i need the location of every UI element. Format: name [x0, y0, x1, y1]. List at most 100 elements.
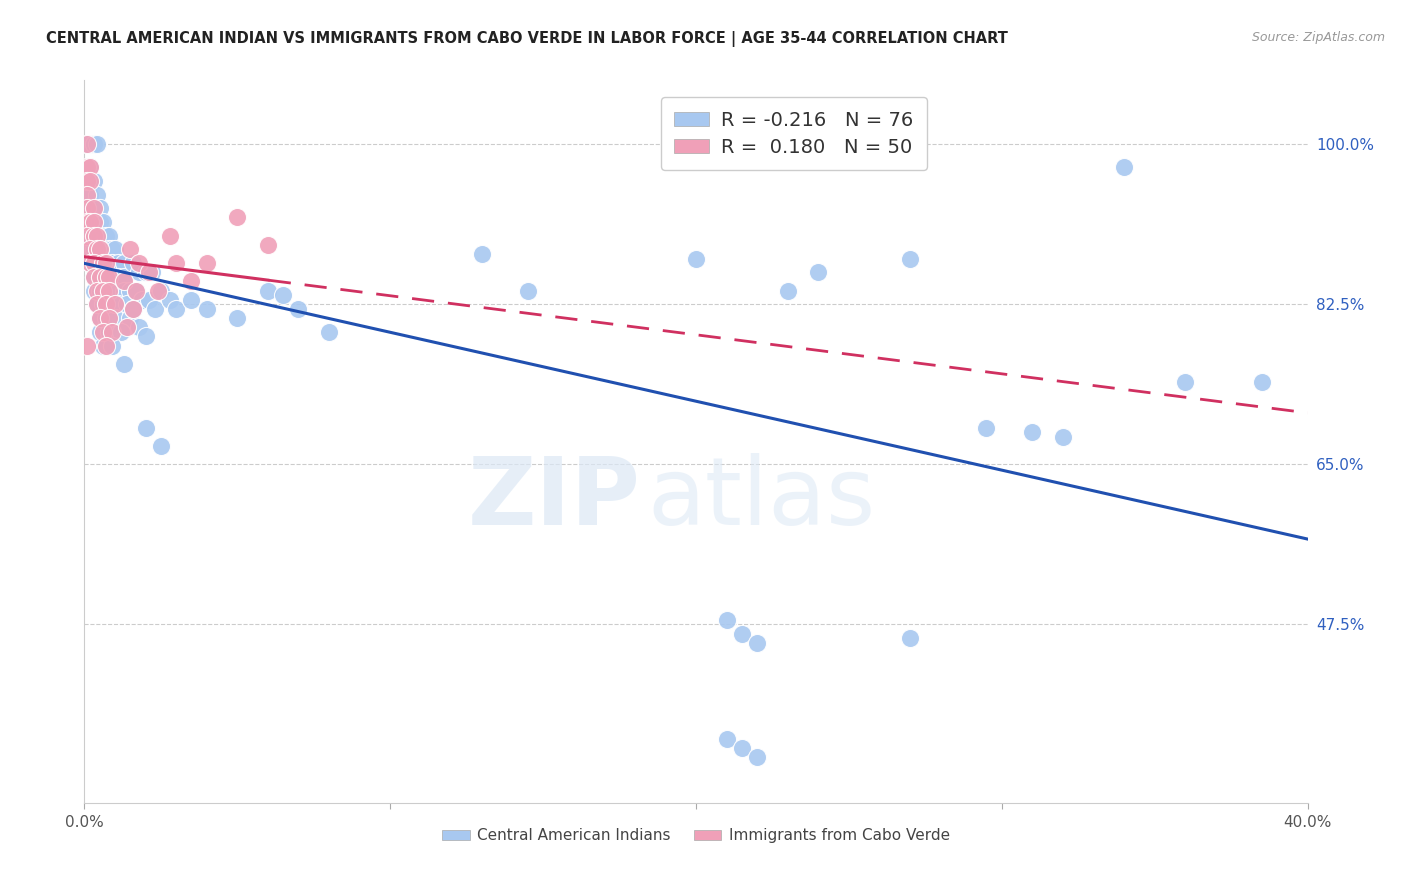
Point [79, 174, 101, 188]
Point [101, 256, 124, 270]
Point [159, 293, 181, 307]
Point [94, 228, 117, 243]
Point [76, 187, 98, 202]
Point [83, 228, 105, 243]
Point [94, 269, 117, 284]
Point [76, 228, 98, 243]
Point [257, 284, 280, 298]
Point [79, 243, 101, 257]
Point [115, 297, 138, 311]
Point [76, 137, 98, 152]
Point [91, 215, 114, 229]
Point [83, 284, 105, 298]
Point [716, 731, 738, 746]
Point [89, 284, 111, 298]
Point [107, 269, 129, 284]
Point [91, 256, 114, 270]
Point [76, 202, 98, 216]
Point [91, 243, 114, 257]
Point [89, 311, 111, 326]
Point [471, 247, 494, 261]
Point [120, 243, 142, 257]
Point [79, 160, 101, 174]
Point [141, 265, 163, 279]
Point [112, 357, 135, 371]
Point [135, 421, 157, 435]
Point [138, 265, 160, 279]
Point [94, 256, 117, 270]
Point [976, 421, 998, 435]
Point [731, 626, 754, 640]
Point [115, 320, 138, 334]
Point [149, 284, 172, 298]
Point [83, 137, 105, 152]
Point [1250, 375, 1272, 389]
Point [89, 269, 111, 284]
Point [104, 284, 127, 298]
Point [79, 202, 101, 216]
Point [97, 325, 120, 339]
Point [89, 311, 111, 326]
Point [104, 297, 127, 311]
Point [898, 631, 921, 645]
Point [120, 311, 142, 326]
Point [94, 297, 117, 311]
Point [898, 252, 921, 266]
Point [89, 325, 111, 339]
Point [110, 325, 132, 339]
Point [101, 269, 124, 284]
Point [79, 160, 101, 174]
Point [318, 325, 340, 339]
Point [86, 297, 108, 311]
Point [776, 284, 799, 298]
Point [128, 320, 150, 334]
Point [159, 228, 181, 243]
Point [83, 202, 105, 216]
Legend: Central American Indians, Immigrants from Cabo Verde: Central American Indians, Immigrants fro… [436, 822, 956, 849]
Point [195, 301, 218, 316]
Point [91, 284, 114, 298]
Point [76, 338, 98, 352]
Point [101, 243, 124, 257]
Point [716, 613, 738, 627]
Point [122, 256, 145, 270]
Point [97, 284, 120, 298]
Point [135, 265, 157, 279]
Point [86, 137, 108, 152]
Point [97, 243, 120, 257]
Point [112, 256, 135, 270]
Point [89, 228, 111, 243]
Point [97, 284, 120, 298]
Point [122, 301, 145, 316]
Point [76, 215, 98, 229]
Point [91, 256, 114, 270]
Point [79, 256, 101, 270]
Point [86, 215, 108, 229]
Point [76, 160, 98, 174]
Point [226, 311, 249, 326]
Point [89, 243, 111, 257]
Point [86, 187, 108, 202]
Point [128, 265, 150, 279]
Point [83, 243, 105, 257]
Point [143, 301, 166, 316]
Point [112, 269, 135, 284]
Point [79, 228, 101, 243]
Point [83, 269, 105, 284]
Point [79, 256, 101, 270]
Point [165, 256, 187, 270]
Point [83, 256, 105, 270]
Point [94, 338, 117, 352]
Point [89, 269, 111, 284]
Point [76, 174, 98, 188]
Point [76, 215, 98, 229]
Point [79, 215, 101, 229]
Point [86, 284, 108, 298]
Point [112, 275, 135, 289]
Point [76, 187, 98, 202]
Point [94, 311, 117, 326]
Point [94, 256, 117, 270]
Point [83, 269, 105, 284]
Point [83, 202, 105, 216]
Point [747, 750, 769, 764]
